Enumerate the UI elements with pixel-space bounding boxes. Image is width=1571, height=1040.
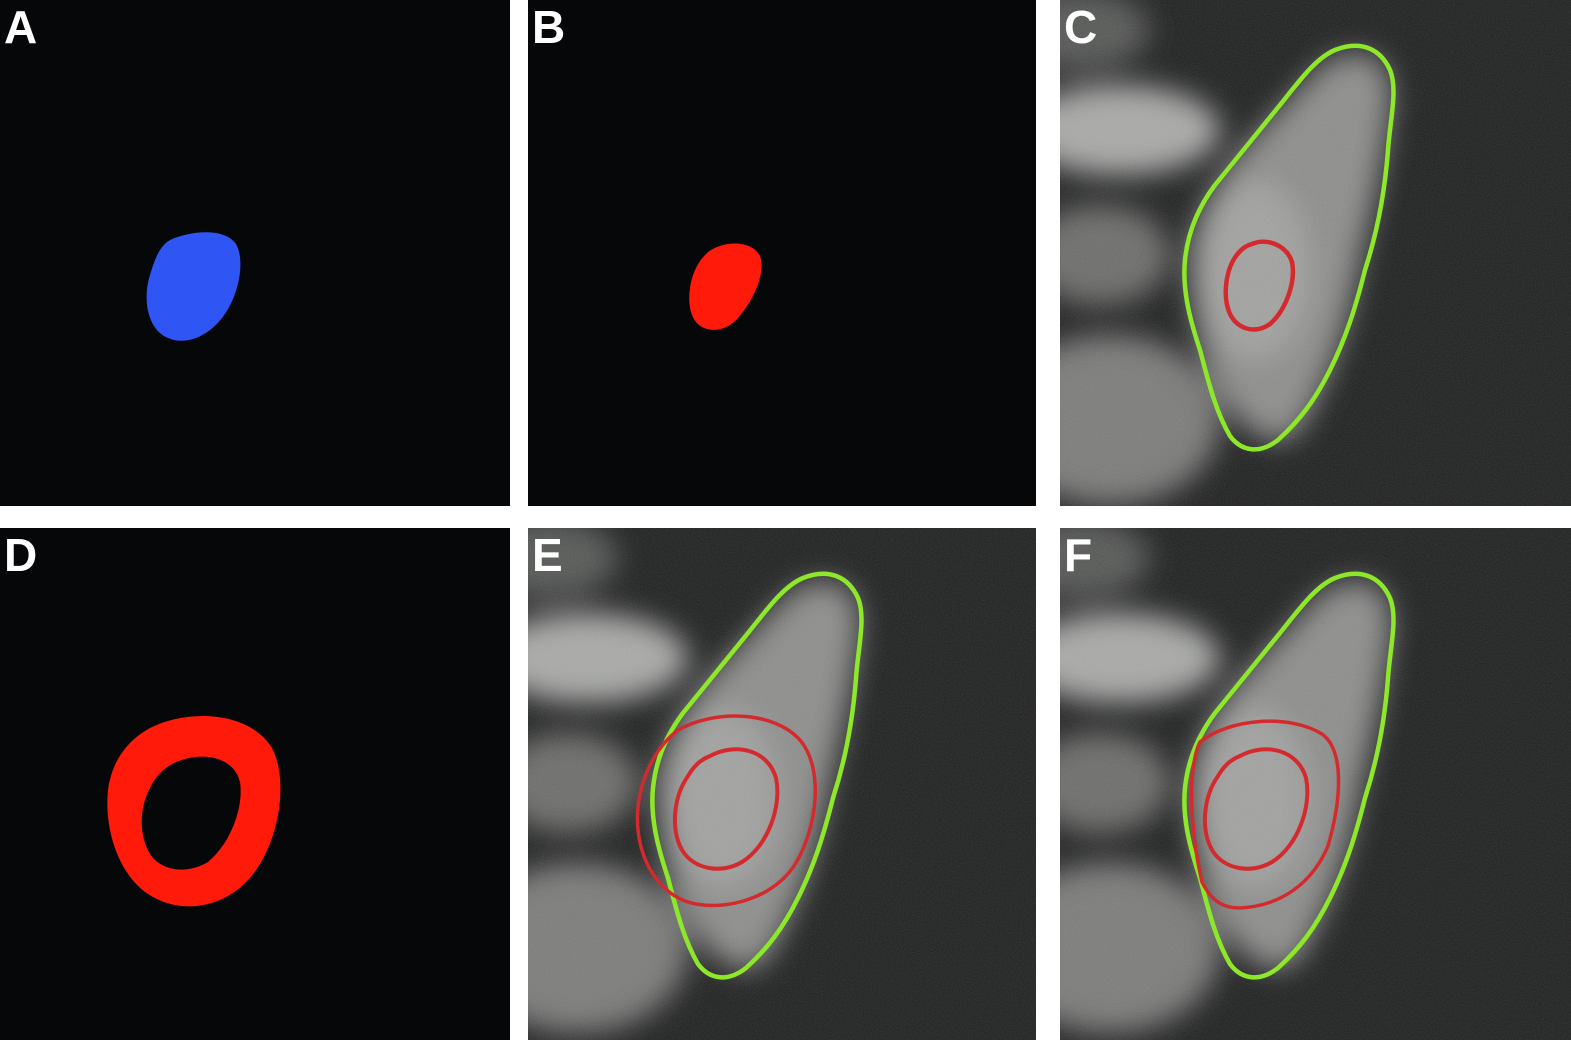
panel-f: F [1060,528,1571,1040]
cell-outline [650,571,864,980]
panel-e: E [528,528,1036,1040]
panel-label-f: F [1064,529,1093,581]
outer-ring-outline [635,714,817,908]
blue-nucleus-mask [146,232,241,341]
inner-nuclear-outline [1202,747,1310,871]
cell-outline [1182,43,1396,452]
panel-b-image [689,243,762,330]
panel-label-c: C [1064,1,1098,53]
inner-nuclear-outline [672,747,780,871]
panel-b: B [528,0,1036,506]
panel-label-b: B [532,1,566,53]
outer-ring-outline [1189,719,1341,910]
panel-label-e: E [532,529,563,581]
cell-outline [1182,571,1396,980]
panel-label-a: A [4,1,38,53]
panel-label-d: D [4,529,38,581]
panel-d: D [0,528,510,1040]
panel-a-image [146,232,241,341]
panel-a: A [0,0,510,506]
panel-d-image [107,716,281,907]
red-nucleus-mask [689,243,762,330]
panel-c-image [1060,0,1571,506]
panel-e-image [528,528,1036,1040]
nuclear-outline [1223,239,1296,332]
red-ring-mask [107,716,281,907]
panel-f-image [1060,528,1571,1040]
panel-c: C [1060,0,1571,506]
